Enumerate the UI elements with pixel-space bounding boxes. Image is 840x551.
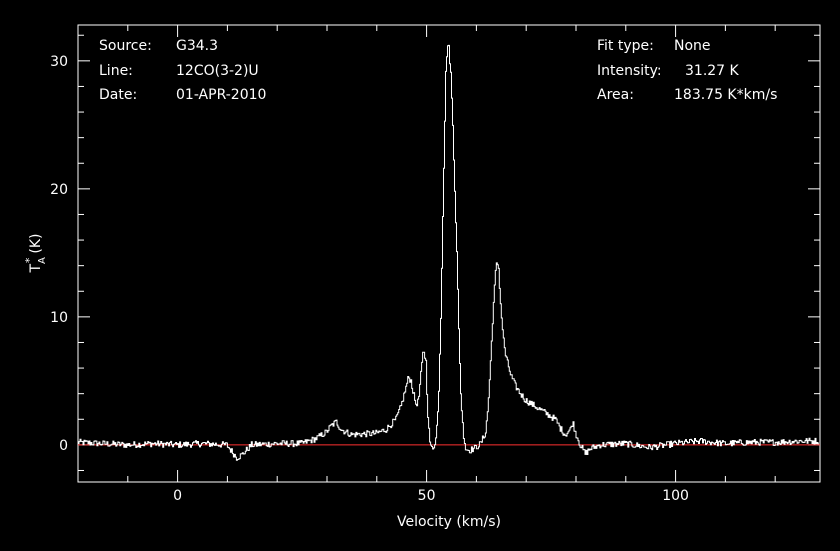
date-value: 01-APR-2010 bbox=[176, 87, 266, 103]
x-tick-label: 100 bbox=[662, 488, 689, 504]
x-tick-label: 50 bbox=[418, 488, 436, 504]
y-tick-label: 20 bbox=[50, 182, 68, 198]
x-tick-label: 0 bbox=[173, 488, 182, 504]
plot-frame bbox=[77, 24, 821, 483]
y-axis-label-main: T bbox=[28, 264, 44, 274]
axis-ticks bbox=[77, 25, 820, 482]
line-label: Line: bbox=[99, 63, 133, 79]
line-value: 12CO(3-2)U bbox=[176, 63, 259, 79]
y-tick-label: 0 bbox=[59, 438, 68, 454]
y-axis-label: TA* (K) bbox=[23, 233, 48, 273]
x-axis-label: Velocity (km/s) bbox=[397, 514, 501, 530]
y-axis-label-sub: A bbox=[37, 257, 48, 264]
y-axis-label-unit: (K) bbox=[28, 233, 44, 253]
date-label: Date: bbox=[99, 87, 137, 103]
source-value: G34.3 bbox=[176, 38, 218, 54]
y-tick-label: 30 bbox=[50, 54, 68, 70]
source-label: Source: bbox=[99, 38, 152, 54]
axis-tick-labels: 0 50 100 0 10 20 30 bbox=[50, 54, 689, 504]
area-label: Area: bbox=[597, 87, 634, 103]
area-value: 183.75 K*km/s bbox=[674, 87, 777, 103]
spectrum-line bbox=[77, 44, 819, 461]
intensity-label: Intensity: bbox=[597, 63, 662, 79]
y-axis-label-sup: * bbox=[23, 257, 36, 263]
intensity-value: 31.27 K bbox=[685, 63, 740, 79]
y-tick-label: 10 bbox=[50, 310, 68, 326]
fit-type-label: Fit type: bbox=[597, 38, 654, 54]
svg-text:TA*(K): TA* (K) bbox=[23, 233, 48, 273]
fit-type-value: None bbox=[674, 38, 711, 54]
